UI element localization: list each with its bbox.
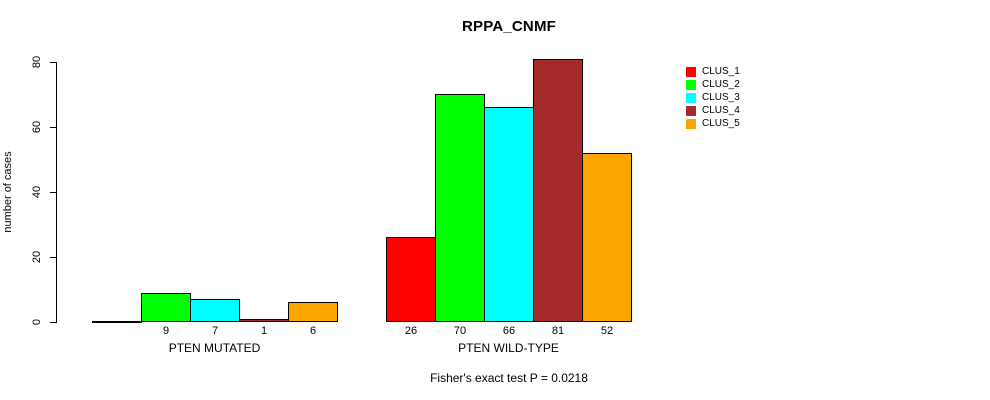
legend-item-clus-3: CLUS_3 <box>686 92 756 105</box>
y-axis-tick <box>50 62 57 63</box>
legend-swatch-clus-1 <box>686 67 696 77</box>
y-axis-tick <box>50 127 57 128</box>
bar-value-label: 6 <box>309 325 317 337</box>
y-axis-tick <box>50 192 57 193</box>
legend-item-clus-5: CLUS_5 <box>686 118 756 131</box>
legend-swatch-clus-4 <box>686 106 696 116</box>
bar-clus-1-pten-mutated <box>92 321 142 323</box>
legend-item-clus-2: CLUS_2 <box>686 79 756 92</box>
bar-value-label: 70 <box>453 325 467 337</box>
bar-clus-2-pten-mutated <box>141 293 191 322</box>
bar-value-label: 9 <box>162 325 170 337</box>
x-axis-group-label-pten-wild-type: PTEN WILD-TYPE <box>458 341 559 355</box>
bar-clus-2-pten-wild-type <box>435 94 485 322</box>
y-axis-tick-label: 0 <box>31 318 43 326</box>
legend-swatch-clus-3 <box>686 93 696 103</box>
y-axis-tick-label: 20 <box>31 250 43 264</box>
legend-label: CLUS_1 <box>702 66 740 77</box>
x-axis-group-label-pten-mutated: PTEN MUTATED <box>168 341 261 355</box>
bar-value-label: 26 <box>404 325 418 337</box>
bar-value-label: 66 <box>502 325 516 337</box>
bar-value-label: 81 <box>551 325 565 337</box>
bar-value-label: 1 <box>260 325 268 337</box>
legend-item-clus-4: CLUS_4 <box>686 105 756 118</box>
legend-label: CLUS_4 <box>702 105 740 116</box>
y-axis-tick-label: 60 <box>31 120 43 134</box>
y-axis-tick-label: 40 <box>31 185 43 199</box>
legend-swatch-clus-5 <box>686 119 696 129</box>
stat-test-caption: Fisher's exact test P = 0.0218 <box>430 371 588 385</box>
bar-value-label: 7 <box>211 325 219 337</box>
bar-clus-3-pten-mutated <box>190 299 240 322</box>
bar-clus-5-pten-mutated <box>288 302 338 322</box>
y-axis-tick <box>50 257 57 258</box>
legend-label: CLUS_2 <box>702 79 740 90</box>
legend-swatch-clus-2 <box>686 80 696 90</box>
bar-clus-1-pten-wild-type <box>386 237 436 322</box>
y-axis-tick-label: 80 <box>31 55 43 69</box>
bar-clus-4-pten-mutated <box>239 319 289 322</box>
legend-item-clus-1: CLUS_1 <box>686 66 756 79</box>
chart-title: RPPA_CNMF <box>461 18 557 35</box>
legend-label: CLUS_3 <box>702 92 740 103</box>
y-axis-label: number of cases <box>2 151 14 233</box>
bar-clus-5-pten-wild-type <box>582 153 632 322</box>
bar-clus-3-pten-wild-type <box>484 107 534 322</box>
y-axis-tick <box>50 322 57 323</box>
bar-value-label: 52 <box>600 325 614 337</box>
legend-label: CLUS_5 <box>702 118 740 129</box>
bar-clus-4-pten-wild-type <box>533 59 583 322</box>
